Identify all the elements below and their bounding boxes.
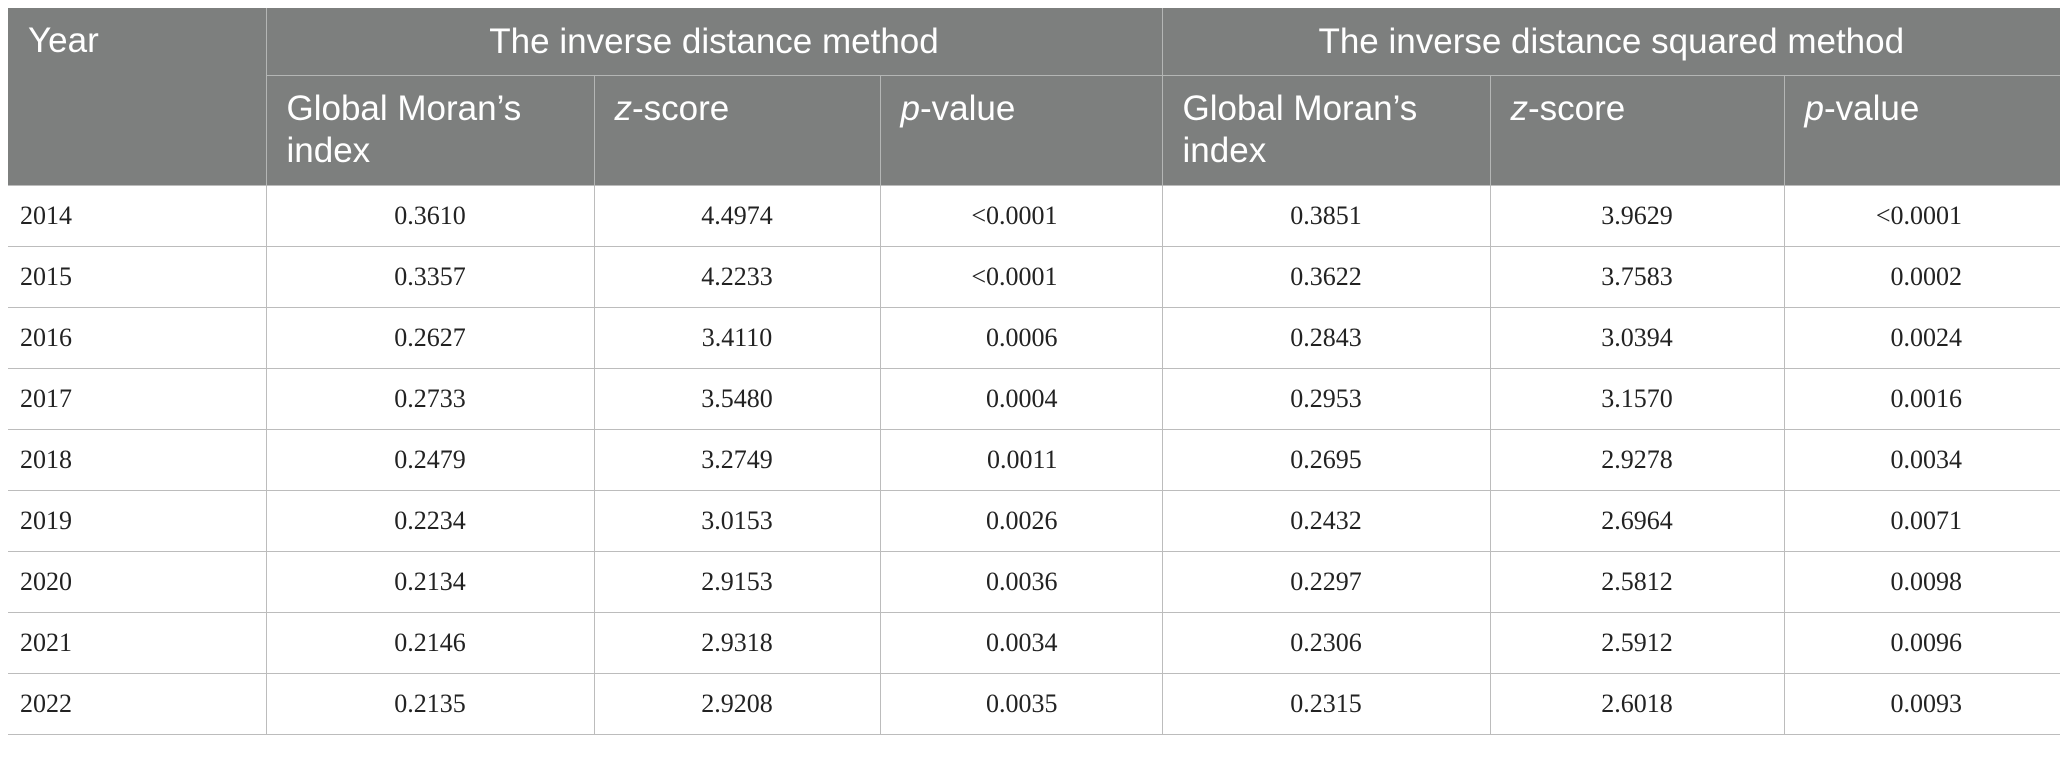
cell-z-score-2: 3.9629 [1489,185,1785,247]
cell-year: 2014 [8,185,267,247]
cell-z-score-1: 2.9318 [593,612,881,674]
cell-global-moran-1: 0.2134 [265,551,595,613]
header-p-letter: p [900,89,920,128]
header-row-columns: Global Moran’s index z-score p-value Glo… [8,75,2061,186]
cell-p-value-2: 0.0098 [1783,551,2061,613]
header-group-inverse-distance-squared: The inverse distance squared method [1161,8,2061,76]
table-row: 2014 0.3610 4.4974 <0.0001 0.3851 3.9629… [8,185,2061,247]
cell-p-value-2: 0.0016 [1783,368,2061,430]
table-row: 2021 0.2146 2.9318 0.0034 0.2306 2.5912 … [8,612,2061,674]
cell-global-moran-2: 0.3851 [1161,185,1491,247]
cell-year: 2022 [8,673,267,735]
cell-p-value-2: 0.0093 [1783,673,2061,735]
cell-z-score-1: 2.9153 [593,551,881,613]
table-body: 2014 0.3610 4.4974 <0.0001 0.3851 3.9629… [8,185,2061,735]
cell-year: 2019 [8,490,267,552]
table-row: 2016 0.2627 3.4110 0.0006 0.2843 3.0394 … [8,307,2061,369]
moran-index-table: Year The inverse distance method The inv… [8,8,2061,735]
cell-z-score-2: 2.9278 [1489,429,1785,491]
cell-global-moran-2: 0.2953 [1161,368,1491,430]
cell-p-value-1: <0.0001 [879,246,1163,308]
cell-global-moran-2: 0.2843 [1161,307,1491,369]
header-p-letter: p [1804,89,1824,128]
cell-global-moran-2: 0.3622 [1161,246,1491,308]
cell-global-moran-2: 0.2315 [1161,673,1491,735]
moran-table-container: Year The inverse distance method The inv… [8,8,2061,735]
cell-p-value-1: 0.0026 [879,490,1163,552]
cell-global-moran-2: 0.2695 [1161,429,1491,491]
cell-p-value-2: 0.0024 [1783,307,2061,369]
cell-global-moran-2: 0.2297 [1161,551,1491,613]
cell-global-moran-1: 0.3610 [265,185,595,247]
cell-z-score-1: 3.2749 [593,429,881,491]
cell-z-score-2: 2.6018 [1489,673,1785,735]
table-row: 2015 0.3357 4.2233 <0.0001 0.3622 3.7583… [8,246,2061,308]
cell-year: 2020 [8,551,267,613]
header-p-suffix: -value [919,89,1016,128]
header-z-letter: z [614,89,633,128]
cell-z-score-2: 3.1570 [1489,368,1785,430]
header-group-inverse-distance: The inverse distance method [265,8,1163,76]
cell-p-value-1: 0.0004 [879,368,1163,430]
cell-year: 2016 [8,307,267,369]
cell-z-score-1: 3.4110 [593,307,881,369]
cell-p-value-1: 0.0036 [879,551,1163,613]
cell-p-value-2: 0.0071 [1783,490,2061,552]
header-global-moran-2: Global Moran’s index [1161,75,1491,186]
cell-p-value-1: 0.0011 [879,429,1163,491]
cell-z-score-1: 4.2233 [593,246,881,308]
cell-year: 2018 [8,429,267,491]
cell-z-score-2: 2.6964 [1489,490,1785,552]
cell-global-moran-1: 0.2627 [265,307,595,369]
header-z-letter: z [1510,89,1529,128]
header-z-score-2: z-score [1489,75,1785,186]
header-z-score-1: z-score [593,75,881,186]
header-p-value-2: p-value [1783,75,2061,186]
cell-z-score-2: 3.0394 [1489,307,1785,369]
header-p-value-1: p-value [879,75,1163,186]
cell-z-score-1: 2.9208 [593,673,881,735]
cell-global-moran-1: 0.2479 [265,429,595,491]
header-z-suffix: -score [632,89,730,128]
cell-year: 2021 [8,612,267,674]
cell-p-value-2: 0.0096 [1783,612,2061,674]
cell-p-value-1: 0.0035 [879,673,1163,735]
cell-z-score-2: 2.5812 [1489,551,1785,613]
cell-year: 2015 [8,246,267,308]
header-p-suffix: -value [1823,89,1920,128]
cell-p-value-2: 0.0034 [1783,429,2061,491]
cell-global-moran-1: 0.2146 [265,612,595,674]
cell-global-moran-1: 0.2234 [265,490,595,552]
cell-z-score-1: 3.5480 [593,368,881,430]
cell-z-score-1: 3.0153 [593,490,881,552]
table-header: Year The inverse distance method The inv… [8,8,2061,186]
cell-p-value-2: <0.0001 [1783,185,2061,247]
table-row: 2017 0.2733 3.5480 0.0004 0.2953 3.1570 … [8,368,2061,430]
cell-global-moran-2: 0.2306 [1161,612,1491,674]
cell-global-moran-2: 0.2432 [1161,490,1491,552]
cell-global-moran-1: 0.2733 [265,368,595,430]
cell-z-score-1: 4.4974 [593,185,881,247]
cell-p-value-1: 0.0006 [879,307,1163,369]
table-row: 2020 0.2134 2.9153 0.0036 0.2297 2.5812 … [8,551,2061,613]
header-global-moran-1: Global Moran’s index [266,75,595,186]
header-year: Year [8,8,267,186]
table-row: 2018 0.2479 3.2749 0.0011 0.2695 2.9278 … [8,429,2061,491]
cell-z-score-2: 2.5912 [1489,612,1785,674]
cell-z-score-2: 3.7583 [1489,246,1785,308]
cell-global-moran-1: 0.2135 [265,673,595,735]
table-row: 2019 0.2234 3.0153 0.0026 0.2432 2.6964 … [8,490,2061,552]
cell-p-value-1: 0.0034 [879,612,1163,674]
header-z-suffix: -score [1528,89,1626,128]
header-row-groups: Year The inverse distance method The inv… [8,8,2061,186]
cell-year: 2017 [8,368,267,430]
cell-p-value-2: 0.0002 [1783,246,2061,308]
cell-p-value-1: <0.0001 [879,185,1163,247]
table-row: 2022 0.2135 2.9208 0.0035 0.2315 2.6018 … [8,673,2061,735]
cell-global-moran-1: 0.3357 [265,246,595,308]
